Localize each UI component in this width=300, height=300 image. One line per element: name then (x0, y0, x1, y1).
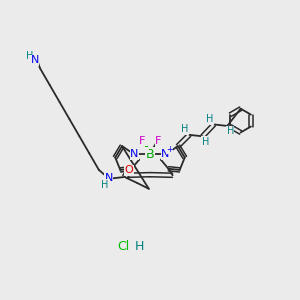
Text: H: H (135, 240, 144, 253)
Text: H: H (101, 180, 109, 190)
Text: F: F (139, 136, 145, 146)
Text: H: H (181, 124, 188, 134)
Text: Cl: Cl (117, 240, 129, 253)
Text: B: B (146, 148, 154, 161)
Text: +: + (166, 145, 173, 154)
Text: O: O (124, 165, 133, 176)
Text: H: H (202, 137, 209, 147)
Text: N: N (130, 149, 139, 160)
Text: H: H (226, 126, 234, 136)
Text: N: N (31, 55, 39, 65)
Text: −: − (140, 142, 149, 152)
Text: N: N (104, 173, 113, 183)
Text: F: F (155, 136, 161, 146)
Text: H: H (206, 114, 213, 124)
Text: H: H (26, 51, 33, 62)
Text: N: N (161, 149, 169, 160)
